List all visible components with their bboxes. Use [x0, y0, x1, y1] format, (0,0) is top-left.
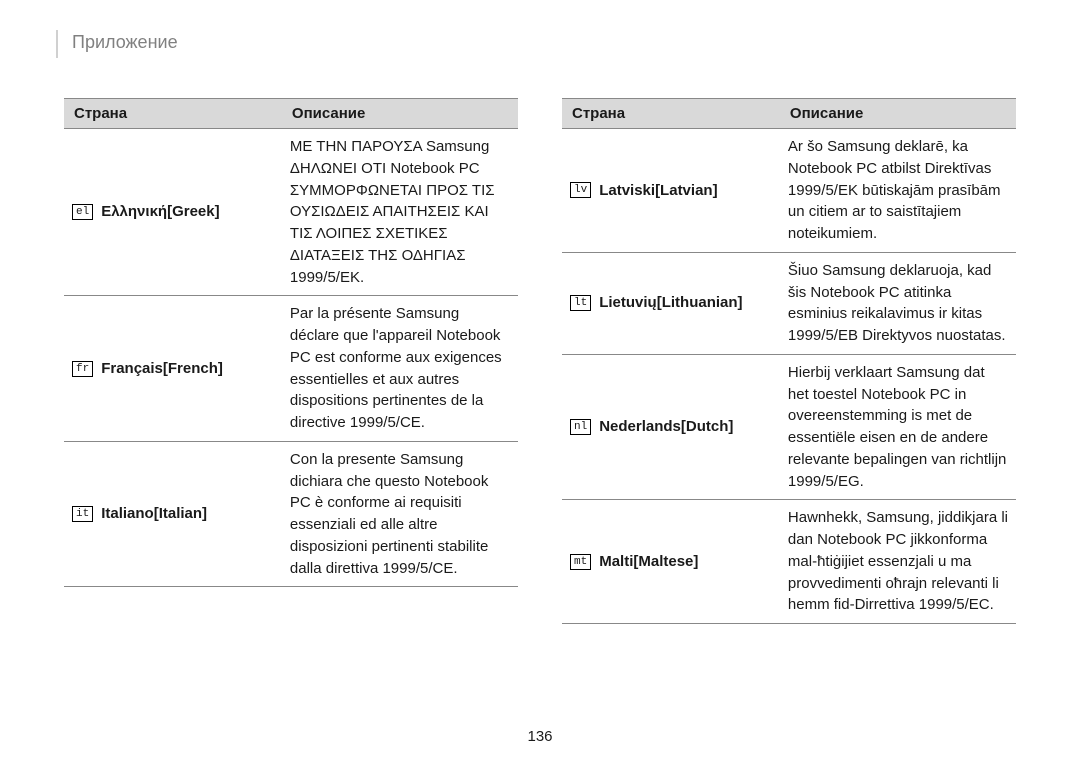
table-row: fr Français[French] Par la présente Sams… — [64, 296, 518, 442]
description-cell: Ar šo Samsung deklarē, ka Notebook PC at… — [780, 129, 1016, 253]
language-cell: it Italiano[Italian] — [64, 441, 282, 587]
header-description: Описание — [780, 99, 1016, 129]
table-row: it Italiano[Italian] Con la presente Sam… — [64, 441, 518, 587]
header-description: Описание — [282, 99, 518, 129]
table-header-row: Страна Описание — [562, 99, 1016, 129]
left-table: Страна Описание el Ελληνική[Greek] ΜΕ ΤΗ… — [64, 98, 518, 587]
language-cell: el Ελληνική[Greek] — [64, 129, 282, 296]
description-cell: Con la presente Samsung dichiara che que… — [282, 441, 518, 587]
lang-code-badge: mt — [570, 554, 591, 570]
table-row: lv Latviski[Latvian] Ar šo Samsung dekla… — [562, 129, 1016, 253]
language-cell: nl Nederlands[Dutch] — [562, 354, 780, 500]
table-row: nl Nederlands[Dutch] Hierbij verklaart S… — [562, 354, 1016, 500]
section-title: Приложение — [56, 30, 1016, 58]
description-cell: Šiuo Samsung deklaruoja, kad šis Noteboo… — [780, 252, 1016, 354]
table-row: el Ελληνική[Greek] ΜΕ ΤΗΝ ΠΑΡΟΥΣΑ Samsun… — [64, 129, 518, 296]
description-cell: Hawnhekk, Samsung, jiddikjara li dan Not… — [780, 500, 1016, 624]
lang-label: Lietuvių[Lithuanian] — [599, 292, 742, 314]
description-cell: Par la présente Samsung déclare que l'ap… — [282, 296, 518, 442]
table-row: mt Malti[Maltese] Hawnhekk, Samsung, jid… — [562, 500, 1016, 624]
language-cell: lt Lietuvių[Lithuanian] — [562, 252, 780, 354]
lang-label: Italiano[Italian] — [101, 503, 207, 525]
content-columns: Страна Описание el Ελληνική[Greek] ΜΕ ΤΗ… — [64, 98, 1016, 624]
lang-code-badge: el — [72, 204, 93, 220]
lang-label: Malti[Maltese] — [599, 551, 698, 573]
page-number: 136 — [0, 728, 1080, 745]
lang-code-badge: nl — [570, 419, 591, 435]
lang-label: Ελληνική[Greek] — [101, 201, 219, 223]
header-country: Страна — [64, 99, 282, 129]
lang-label: Français[French] — [101, 358, 223, 380]
lang-code-badge: lv — [570, 182, 591, 198]
header-country: Страна — [562, 99, 780, 129]
table-header-row: Страна Описание — [64, 99, 518, 129]
lang-code-badge: lt — [570, 295, 591, 311]
language-cell: fr Français[French] — [64, 296, 282, 442]
language-cell: mt Malti[Maltese] — [562, 500, 780, 624]
right-column: Страна Описание lv Latviski[Latvian] Ar … — [562, 98, 1016, 624]
left-column: Страна Описание el Ελληνική[Greek] ΜΕ ΤΗ… — [64, 98, 518, 624]
description-cell: Hierbij verklaart Samsung dat het toeste… — [780, 354, 1016, 500]
description-cell: ΜΕ ΤΗΝ ΠΑΡΟΥΣΑ Samsung ΔΗΛΩΝΕΙ ΟΤΙ Noteb… — [282, 129, 518, 296]
lang-label: Nederlands[Dutch] — [599, 416, 733, 438]
lang-code-badge: it — [72, 506, 93, 522]
lang-code-badge: fr — [72, 361, 93, 377]
table-row: lt Lietuvių[Lithuanian] Šiuo Samsung dek… — [562, 252, 1016, 354]
language-cell: lv Latviski[Latvian] — [562, 129, 780, 253]
right-table: Страна Описание lv Latviski[Latvian] Ar … — [562, 98, 1016, 624]
document-page: Приложение Страна Описание el Ελληνική[ — [0, 0, 1080, 763]
lang-label: Latviski[Latvian] — [599, 180, 717, 202]
